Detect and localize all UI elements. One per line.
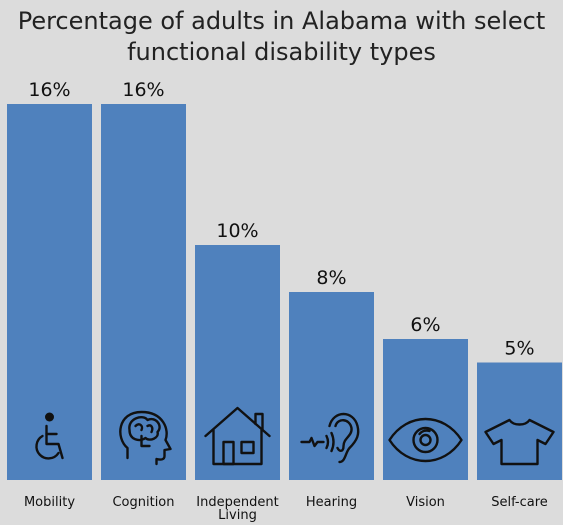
- shirt-icon: [484, 418, 555, 466]
- ear-icon: [300, 412, 360, 464]
- category-label: Self-care: [491, 495, 548, 510]
- chart-title-line-2: functional disability types: [127, 38, 436, 66]
- value-label: 10%: [216, 220, 258, 242]
- category-label: Cognition: [112, 495, 174, 510]
- bar-self-care: [477, 362, 562, 480]
- category-label: Mobility: [24, 495, 75, 510]
- brain-icon: [119, 410, 172, 466]
- chart-title-line-1: Percentage of adults in Alabama with sel…: [17, 7, 546, 35]
- bar-mobility: [7, 104, 92, 480]
- category-label: Independent Living: [196, 495, 278, 523]
- chart-title: Percentage of adults in Alabama with sel…: [0, 6, 563, 68]
- wheelchair-icon: [35, 412, 64, 460]
- value-label: 16%: [122, 79, 164, 101]
- bar-independent-living: [195, 245, 280, 480]
- value-label: 8%: [316, 267, 346, 289]
- value-label: 16%: [28, 79, 70, 101]
- category-label: Vision: [406, 495, 445, 510]
- house-icon: [204, 406, 271, 466]
- bar-cognition: [101, 104, 186, 480]
- eye-icon: [388, 417, 463, 463]
- value-label: 6%: [410, 314, 440, 336]
- bar-vision: [383, 339, 468, 480]
- value-label: 5%: [504, 338, 534, 360]
- category-label: Hearing: [306, 495, 357, 510]
